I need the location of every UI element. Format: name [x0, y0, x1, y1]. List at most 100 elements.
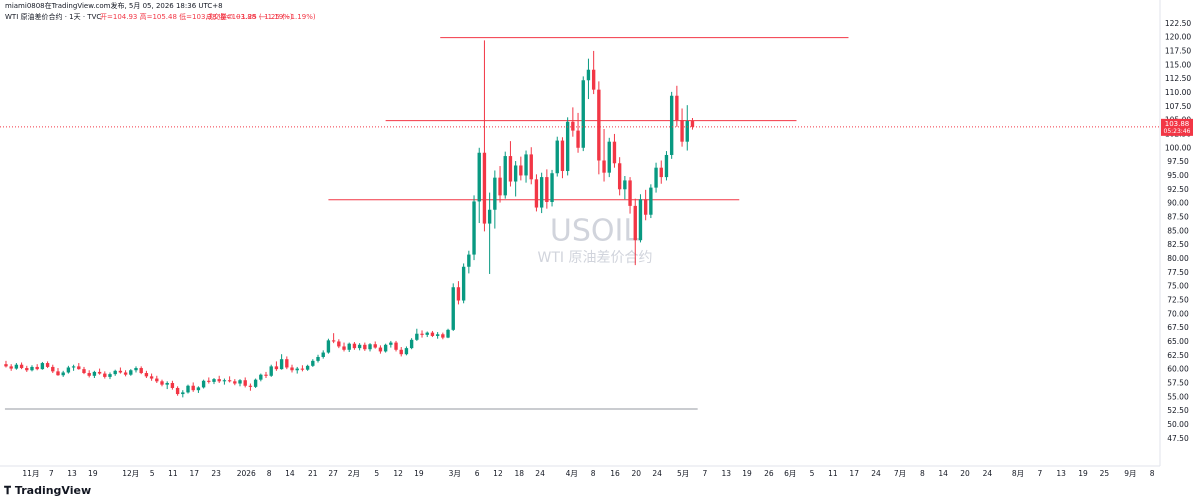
candle-body — [103, 373, 107, 377]
y-tick-label: 90.00 — [1167, 199, 1189, 208]
candle-body — [9, 366, 13, 369]
candle-body — [430, 332, 435, 336]
candle-body — [201, 380, 206, 388]
y-tick-label: 72.50 — [1167, 296, 1189, 305]
candle-body — [654, 167, 658, 188]
candle-body — [14, 364, 19, 369]
x-tick-label: 5 — [150, 469, 155, 478]
candle-body — [71, 366, 76, 368]
x-tick-label: 7 — [1037, 469, 1042, 478]
candle-body — [19, 364, 24, 369]
candle-body — [92, 371, 97, 376]
y-tick-label: 92.50 — [1167, 185, 1189, 194]
candle-body — [399, 349, 403, 355]
y-tick-label: 82.50 — [1167, 240, 1189, 249]
candle-body — [295, 368, 299, 371]
watermark-title: USOIL — [550, 214, 640, 249]
candle-body — [576, 130, 580, 148]
candle-body — [461, 266, 466, 301]
watermark-subtitle: WTI 原油差价合约 — [538, 250, 653, 266]
candle-body — [285, 359, 289, 368]
x-tick-label: 25 — [1100, 469, 1110, 478]
y-tick-label: 85.00 — [1167, 226, 1189, 235]
x-tick-label: 20 — [632, 469, 642, 478]
y-tick-label: 70.00 — [1167, 309, 1189, 318]
x-tick-label: 13 — [721, 469, 731, 478]
candle-body — [305, 365, 310, 370]
candle-body — [40, 363, 45, 370]
x-tick-label: 14 — [285, 469, 295, 478]
x-tick-label: 8 — [1150, 469, 1155, 478]
candle-body — [321, 352, 325, 357]
y-tick-label: 120.00 — [1165, 33, 1191, 42]
candle-body — [77, 366, 81, 370]
y-tick-label: 117.50 — [1165, 46, 1191, 55]
candle-body — [472, 201, 476, 255]
x-tick-label: 20 — [960, 469, 970, 478]
candle-body — [196, 387, 201, 391]
candle-body — [35, 366, 39, 370]
candle-body — [45, 363, 50, 367]
candle-body — [633, 205, 637, 241]
x-tick-label: 13 — [67, 469, 77, 478]
logo: 𝐓 TradingView — [4, 484, 91, 497]
candle-body — [243, 380, 247, 386]
candle-body — [675, 95, 679, 121]
candle-body — [383, 344, 388, 352]
x-tick-label: 19 — [88, 469, 98, 478]
candle-body — [311, 360, 315, 366]
y-tick-label: 122.50 — [1165, 19, 1191, 28]
candle-body — [175, 387, 180, 395]
y-tick-label: 75.00 — [1167, 282, 1189, 291]
y-tick-label: 80.00 — [1167, 254, 1189, 263]
candle-body — [274, 366, 279, 370]
candle-body — [498, 177, 502, 196]
candle-body — [222, 380, 227, 382]
x-tick-label: 23 — [211, 469, 221, 478]
candle-body — [279, 359, 284, 370]
candle-body — [591, 69, 596, 90]
candle-body — [685, 121, 689, 142]
logo-text: TradingView — [15, 484, 91, 497]
candle-body — [415, 333, 419, 340]
publisher: miami0808在TradingView.com发布, 5月 05, 2026… — [5, 1, 223, 10]
candle-body — [524, 154, 528, 176]
x-tick-label: 17 — [849, 469, 859, 478]
y-tick-label: 52.50 — [1167, 406, 1189, 415]
x-tick-label: 8 — [920, 469, 925, 478]
y-tick-label: 97.50 — [1167, 157, 1189, 166]
last-price-tag — [1161, 118, 1193, 136]
candle-body — [446, 329, 450, 338]
candle-body — [51, 366, 55, 372]
candle-body — [217, 379, 221, 382]
candle-body — [326, 340, 331, 353]
candle-body — [389, 342, 393, 345]
y-tick-label: 67.50 — [1167, 323, 1189, 332]
candle-body — [456, 287, 461, 301]
candle-body — [680, 120, 684, 142]
candle-body — [425, 332, 429, 335]
candle-body — [482, 152, 487, 224]
candle-body — [238, 380, 242, 384]
x-tick-label: 6 — [475, 469, 480, 478]
candle-body — [550, 173, 554, 203]
candle-body — [186, 385, 190, 393]
y-tick-label: 95.00 — [1167, 171, 1189, 180]
candle-body — [331, 340, 336, 342]
x-tick-label: 6月 — [784, 469, 796, 478]
x-tick-label: 7月 — [894, 469, 906, 478]
candle-body — [409, 339, 414, 349]
candle-body — [61, 372, 65, 376]
candle-body — [357, 344, 362, 349]
candle-body — [227, 380, 232, 382]
candle-body — [191, 385, 195, 391]
y-tick-label: 50.00 — [1167, 420, 1189, 429]
candle-body — [451, 287, 455, 330]
candle-body — [4, 364, 8, 367]
symbol: WTI 原油差价合约 · 1天 · TVC — [5, 12, 101, 21]
candle-body — [30, 366, 34, 371]
candle-body — [659, 167, 663, 178]
candle-body — [170, 382, 175, 388]
candle-body — [441, 334, 445, 338]
